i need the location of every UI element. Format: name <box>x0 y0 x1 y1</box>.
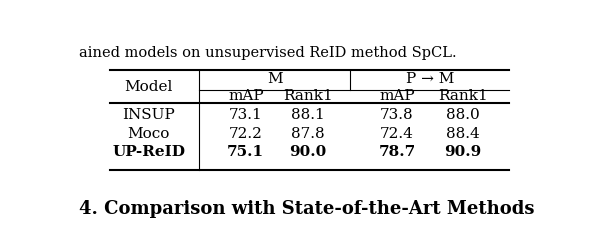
Text: 88.0: 88.0 <box>446 108 480 122</box>
Text: 88.1: 88.1 <box>291 108 324 122</box>
Text: Rank1: Rank1 <box>438 89 488 103</box>
Text: 73.1: 73.1 <box>229 108 262 122</box>
Text: 78.7: 78.7 <box>378 146 415 160</box>
Text: 75.1: 75.1 <box>227 146 264 160</box>
Text: Moco: Moco <box>128 127 170 141</box>
Text: UP-ReID: UP-ReID <box>113 146 185 160</box>
Text: 90.0: 90.0 <box>289 146 326 160</box>
Text: 72.4: 72.4 <box>380 127 414 141</box>
Text: Model: Model <box>125 80 173 94</box>
Text: 87.8: 87.8 <box>291 127 324 141</box>
Text: ained models on unsupervised ReID method SpCL.: ained models on unsupervised ReID method… <box>79 46 457 60</box>
Text: 88.4: 88.4 <box>446 127 480 141</box>
Text: mAP: mAP <box>228 89 264 103</box>
Text: mAP: mAP <box>379 89 415 103</box>
Text: INSUP: INSUP <box>122 108 175 122</box>
Text: Rank1: Rank1 <box>283 89 333 103</box>
Text: P → M: P → M <box>406 72 454 86</box>
Text: M: M <box>267 72 282 86</box>
Text: 72.2: 72.2 <box>229 127 262 141</box>
Text: 90.9: 90.9 <box>444 146 482 160</box>
Text: 73.8: 73.8 <box>380 108 414 122</box>
Text: 4. Comparison with State-of-the-Art Methods: 4. Comparison with State-of-the-Art Meth… <box>79 200 535 218</box>
